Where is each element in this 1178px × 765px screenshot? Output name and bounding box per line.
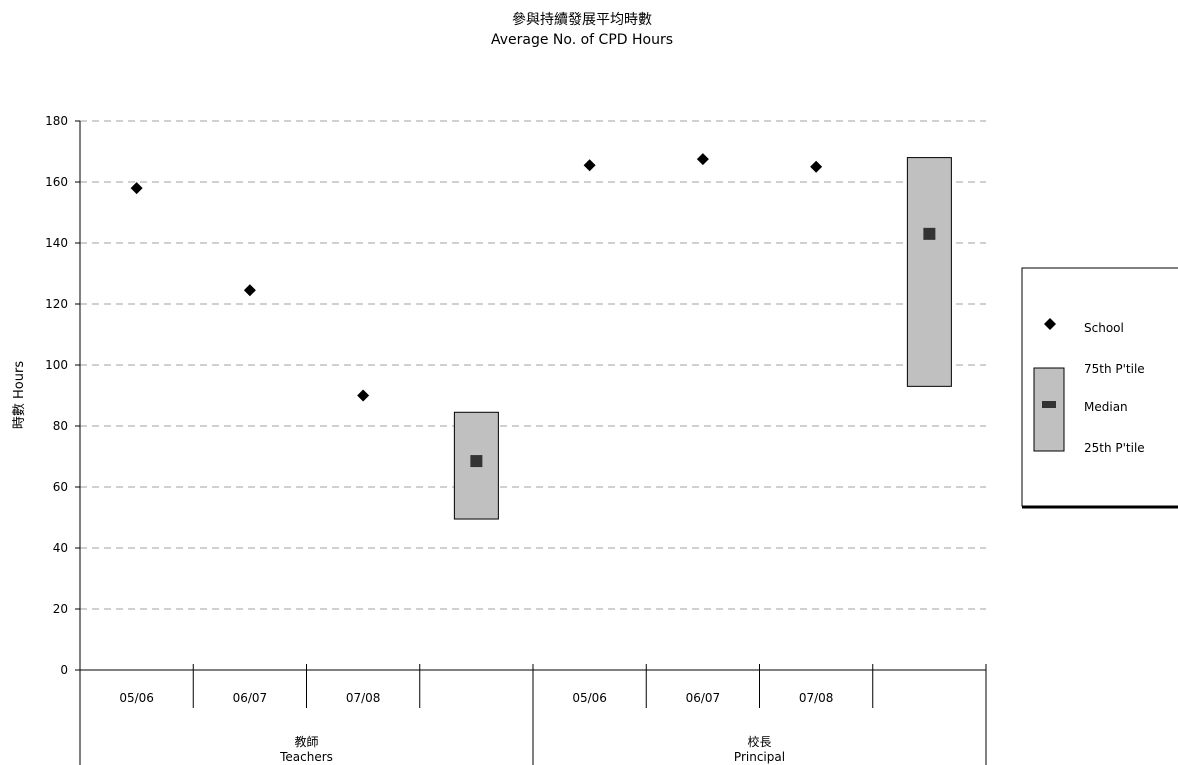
school-point <box>810 160 823 173</box>
group-label: Principal <box>734 750 785 764</box>
y-tick-label: 80 <box>53 419 68 433</box>
chart-title: Average No. of CPD Hours <box>491 32 673 48</box>
percentile-box <box>906 157 952 387</box>
school-points <box>130 153 823 402</box>
x-tick-label: 05/06 <box>572 691 607 705</box>
group-label-zh: 教師 <box>294 734 318 749</box>
legend-median-marker <box>1042 401 1056 408</box>
x-tick-label: 06/07 <box>686 691 721 705</box>
y-axis-label: 時數 Hours <box>12 361 27 429</box>
legend-box-swatch <box>1033 367 1065 452</box>
school-point <box>243 284 256 297</box>
legend-school-marker <box>1044 318 1056 330</box>
grid-lines <box>80 120 986 610</box>
x-tick-label: 07/08 <box>346 691 381 705</box>
x-tick-label: 06/07 <box>233 691 268 705</box>
group-label-zh: 校長 <box>747 734 771 749</box>
x-tick-label: 07/08 <box>799 691 834 705</box>
median-marker <box>923 227 936 240</box>
median-marker <box>470 455 483 468</box>
x-tick-label: 05/06 <box>119 691 154 705</box>
legend: School 75th P'tile Median 25th P'tile <box>1021 267 1178 509</box>
y-tick-label: 0 <box>60 663 68 677</box>
school-point <box>583 159 596 172</box>
school-point <box>696 153 709 166</box>
y-tick-label: 100 <box>45 358 68 372</box>
chart-title-zh: 參與持續發展平均時數 <box>512 12 652 28</box>
school-point <box>357 389 370 402</box>
legend-school-label: School <box>1084 321 1124 335</box>
group-label: Teachers <box>279 750 333 764</box>
legend-p75-label: 75th P'tile <box>1084 362 1145 376</box>
legend-median-label: Median <box>1084 400 1128 414</box>
y-tick-label: 40 <box>53 541 68 555</box>
percentile-boxes <box>453 157 952 520</box>
y-tick-label: 60 <box>53 480 68 494</box>
legend-p25-label: 25th P'tile <box>1084 441 1145 455</box>
y-tick-label: 20 <box>53 602 68 616</box>
school-point <box>130 182 143 195</box>
y-tick-label: 160 <box>45 175 68 189</box>
y-tick-label: 140 <box>45 236 68 250</box>
y-tick-label: 120 <box>45 297 68 311</box>
y-tick-label: 180 <box>45 114 68 128</box>
y-axis: 0 20 40 60 80 100 120 140 160 180 <box>45 114 81 677</box>
